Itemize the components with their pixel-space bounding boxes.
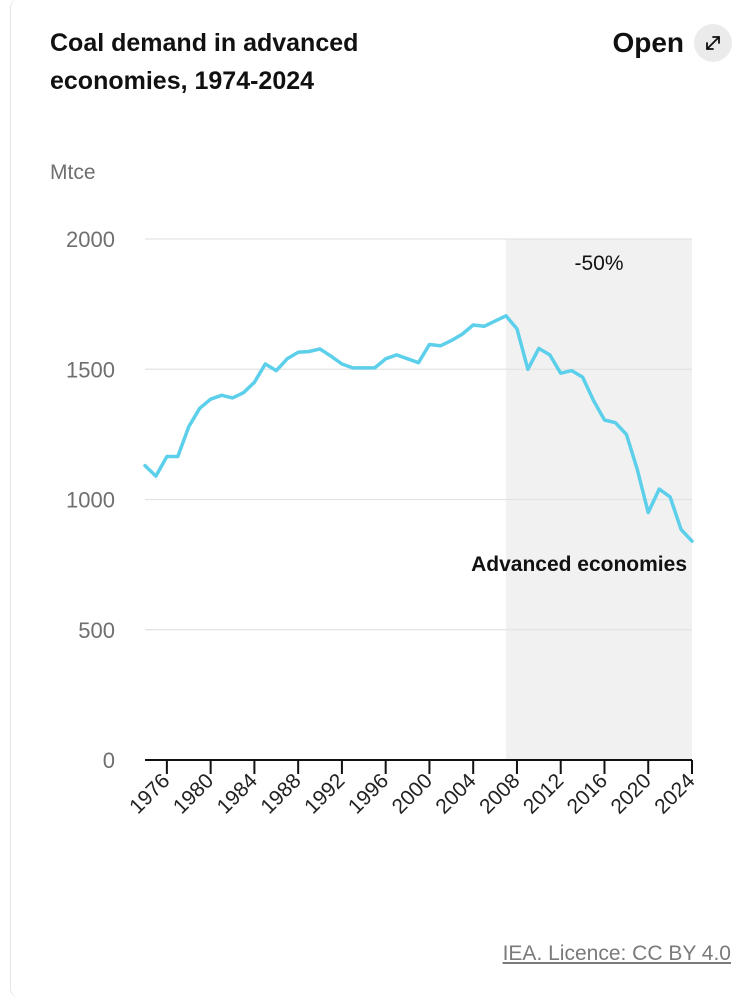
x-tick-label: 1984 — [213, 769, 263, 819]
open-label: Open — [612, 27, 684, 58]
gridlines — [145, 238, 692, 631]
y-tick-label: 2000 — [66, 227, 115, 252]
x-tick-label: 2020 — [606, 769, 655, 818]
x-tick-label: 2012 — [519, 769, 568, 818]
x-tick-label: 1996 — [344, 769, 393, 818]
y-tick-label: 1000 — [66, 488, 115, 513]
y-tick-label: 1500 — [66, 357, 115, 382]
y-axis-unit-label: Mtce — [50, 161, 96, 184]
y-tick-label: 0 — [103, 748, 115, 773]
change-annotation: -50% — [574, 252, 623, 275]
expand-arrows-icon — [706, 36, 720, 50]
y-tick-label: 500 — [78, 618, 115, 643]
series-label: Advanced economies — [471, 553, 687, 576]
chart-title: Coal demand in advanced economies, 1974-… — [50, 29, 359, 95]
x-tick-label: 1976 — [125, 769, 174, 818]
chart-annotations: -50% Advanced economies — [471, 252, 687, 576]
open-button[interactable]: Open — [612, 22, 732, 64]
y-axis-ticks: 0 500 1000 1500 2000 — [66, 227, 115, 773]
x-tick-label: 1988 — [256, 769, 305, 818]
x-tick-label: 2016 — [563, 769, 612, 818]
x-tick-label: 1980 — [169, 769, 218, 818]
source-link[interactable]: IEA. Licence: CC BY 4.0 — [502, 942, 731, 965]
x-tick-label: 2004 — [431, 769, 481, 819]
x-tick-label: 1992 — [300, 769, 349, 818]
line-chart: 0 500 1000 1500 2000 19761980198419881992199… — [66, 227, 700, 819]
x-tick-label: 2008 — [475, 769, 524, 818]
chart-card — [10, 0, 741, 998]
series-lines — [143, 314, 694, 543]
series-line-0 — [143, 314, 694, 543]
x-axis-ticks: 1976198019841988199219962000200420082012… — [125, 760, 700, 819]
expand-icon[interactable] — [694, 24, 732, 62]
x-tick-label: 2000 — [388, 769, 437, 818]
x-tick-label: 2024 — [650, 769, 700, 819]
